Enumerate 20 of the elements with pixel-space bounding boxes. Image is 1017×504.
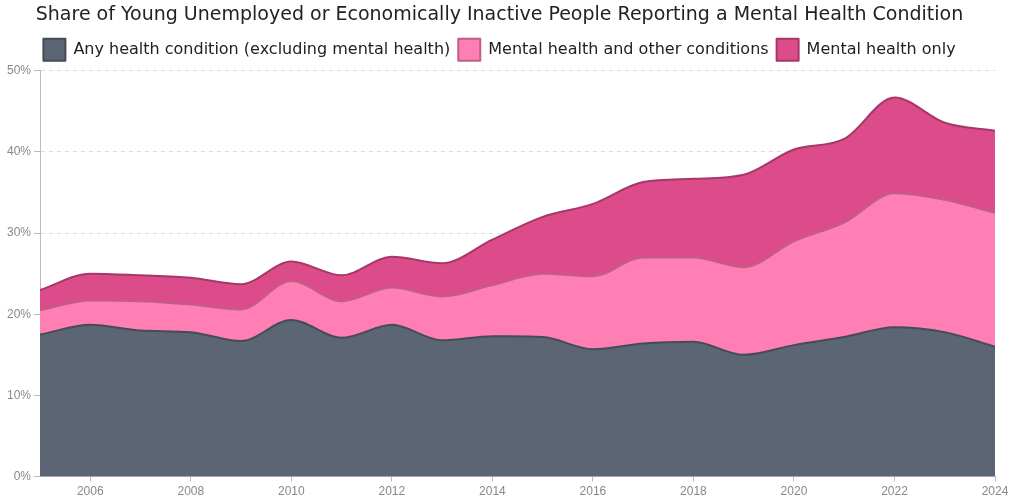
x-tick-label: 2022 bbox=[881, 484, 909, 499]
y-tick-label: 20% bbox=[6, 306, 32, 321]
y-tick-label: 40% bbox=[6, 144, 32, 159]
x-tick-label: 2016 bbox=[579, 484, 607, 499]
x-tick-label: 2012 bbox=[378, 484, 406, 499]
x-tick-label: 2006 bbox=[76, 484, 104, 499]
y-tick-label: 30% bbox=[6, 225, 32, 240]
chart-title: Share of Young Unemployed or Economically Inactive People Reporting a Mental Health Condition bbox=[35, 2, 964, 25]
y-tick-label: 10% bbox=[6, 387, 32, 402]
x-tick-label: 2010 bbox=[277, 484, 305, 499]
legend-label: Mental health only bbox=[806, 38, 956, 58]
legend-label: Mental health and other conditions bbox=[488, 38, 769, 58]
x-tick-label: 2020 bbox=[780, 484, 808, 499]
x-tick-label: 2024 bbox=[981, 484, 1009, 499]
legend-label: Any health condition (excluding mental health) bbox=[73, 38, 451, 58]
x-tick-label: 2018 bbox=[680, 484, 708, 499]
x-tick-label: 2014 bbox=[479, 484, 507, 499]
y-tick-label: 50% bbox=[6, 63, 32, 78]
y-tick-label: 0% bbox=[13, 468, 32, 483]
x-tick-label: 2008 bbox=[177, 484, 205, 499]
